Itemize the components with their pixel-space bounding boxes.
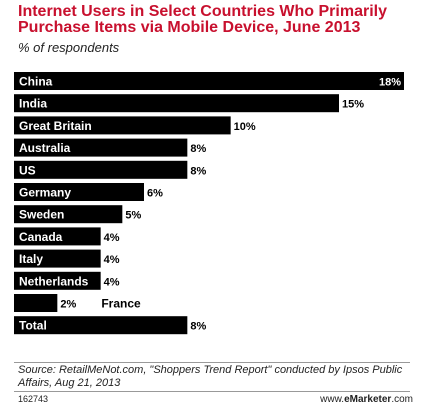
category-label-germany: Germany: [19, 186, 71, 200]
footer-divider: [14, 391, 410, 392]
source-note: Source: RetailMeNot.com, "Shoppers Trend…: [18, 364, 403, 389]
bar-netherlands: [14, 271, 101, 290]
bar-total: [14, 316, 188, 335]
category-label-great-britain: Great Britain: [19, 119, 92, 133]
bar-india: [14, 94, 339, 113]
category-label-india: India: [19, 97, 47, 111]
value-label-netherlands: 4%: [104, 276, 120, 288]
category-label-china: China: [19, 75, 53, 89]
bar-canada: [14, 227, 101, 246]
value-label-germany: 6%: [147, 188, 163, 200]
bar-china: [14, 72, 404, 90]
category-label-france: France: [101, 297, 141, 311]
source-divider: [14, 362, 410, 363]
value-label-france: 2%: [60, 299, 76, 311]
category-label-total: Total: [19, 319, 47, 333]
category-label-sweden: Sweden: [19, 208, 64, 222]
brand-logo: www.eMarketer.com: [320, 394, 413, 405]
value-label-us: 8%: [190, 165, 206, 177]
bar-australia: [14, 138, 188, 157]
value-label-india: 15%: [342, 99, 364, 111]
category-label-canada: Canada: [19, 230, 63, 244]
value-label-total: 8%: [190, 321, 206, 333]
bar-germany: [14, 183, 144, 201]
category-label-us: US: [19, 163, 36, 177]
chart-subtitle: % of respondents: [18, 40, 120, 55]
bar-great-britain: [14, 116, 231, 135]
value-label-australia: 8%: [190, 143, 206, 155]
bar-us: [14, 160, 188, 179]
category-label-netherlands: Netherlands: [19, 274, 89, 288]
chart-id: 162743: [18, 394, 49, 404]
value-label-canada: 4%: [104, 232, 120, 244]
value-label-italy: 4%: [104, 254, 120, 266]
value-label-china: 18%: [379, 77, 401, 89]
category-label-australia: Australia: [19, 141, 71, 155]
category-label-italy: Italy: [19, 252, 43, 266]
bar-france: [14, 294, 58, 312]
value-label-great-britain: 10%: [234, 121, 256, 133]
value-label-sweden: 5%: [125, 210, 141, 222]
chart-title: Internet Users in Select Countries Who P…: [18, 3, 387, 36]
bar-italy: [14, 249, 101, 268]
bar-sweden: [14, 205, 123, 224]
